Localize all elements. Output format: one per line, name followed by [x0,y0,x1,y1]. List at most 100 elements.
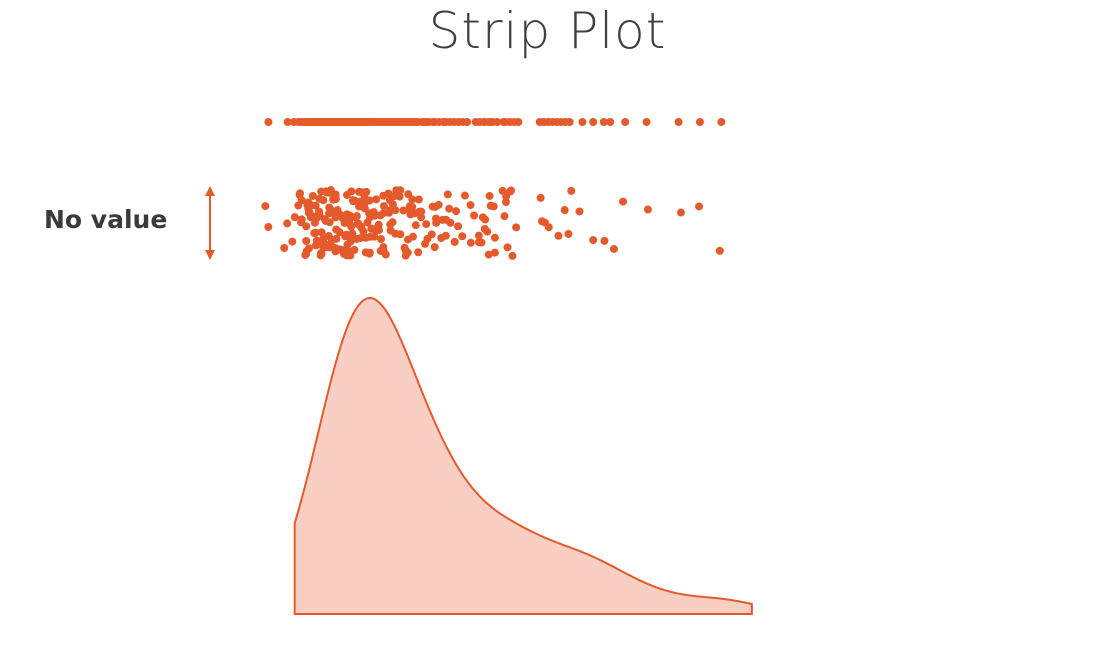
jitter-point [600,236,609,245]
jitter-point [609,244,618,253]
strip-row [264,118,726,126]
jitter-point [297,196,306,205]
jitter-point [474,231,483,240]
strip-point [283,118,292,126]
strip-point [606,118,615,126]
jitter-point [414,195,423,204]
arrow-head-up [205,186,215,196]
jitter-point [715,246,724,255]
jitter-point [326,205,335,214]
jitter-point [297,215,306,224]
jitter-point [379,209,388,218]
jitter-point [408,195,417,204]
jitter-point [489,202,498,211]
jitter-point [695,202,704,211]
strip-point [493,118,501,126]
jitter-point [554,231,563,240]
jitter-point [288,237,297,246]
jitter-point [483,227,492,236]
jitter-point [423,234,432,243]
jittered-strip-row [261,186,724,260]
jitter-point [567,186,576,195]
jitter-point [432,218,441,227]
strip-point [599,118,608,126]
strip-point [264,118,273,126]
jitter-point [417,207,426,216]
jitter-point [503,243,512,252]
jitter-point [331,190,340,199]
jitter-point [384,189,393,198]
strip-point [578,118,587,126]
density-curve [293,296,753,615]
jitter-point [484,250,493,259]
jitter-point [367,224,376,233]
jitter-point [417,213,426,222]
jitter-point [575,207,584,216]
jitter-point [490,233,499,242]
jitter-point [490,248,499,257]
jitter-point [445,204,454,213]
strip-point [674,118,683,126]
jitter-point [396,186,405,195]
jitter-point [430,243,439,252]
jitter-point [261,202,270,211]
jitter-point [446,218,455,227]
jitter-point [346,251,355,260]
jitter-point [381,250,390,259]
jitter-point [391,206,400,215]
jitter-point [314,209,323,218]
jitter-point [325,218,334,227]
jitter-point [264,223,273,232]
strip-point [621,118,630,126]
jitter-point [411,221,420,230]
jitter-point [377,235,386,244]
jitter-point [341,232,350,241]
jitter-point [619,197,628,206]
jitter-point [296,189,305,198]
jitter-point [485,191,494,200]
jitter-point [443,190,452,199]
jitter-point [676,208,685,217]
jitter-point [308,191,317,200]
density-area [293,296,753,615]
jitter-point [305,244,314,253]
jitter-point [388,218,397,227]
jitter-point [374,220,383,229]
jitter-point [408,202,417,211]
jitter-point [332,234,341,243]
jitter-point [560,206,569,215]
strip-point [695,118,704,126]
page-title: Strip Plot [428,2,667,60]
jitter-point [403,248,412,257]
jitter-point [500,212,509,221]
jitter-point [437,234,446,243]
jitter-point [370,211,379,220]
jitter-point [311,201,320,210]
arrow-head-down [205,250,215,260]
strip-point [642,118,651,126]
jitter-point [302,237,311,246]
jitter-point [454,222,463,231]
jitter-point [477,238,486,247]
jitter-point [317,228,326,237]
jitter-point [366,232,375,241]
jitter-point [536,193,545,202]
strip-point [463,118,472,126]
jitter-point [332,225,341,234]
strip-point [565,118,574,126]
jitter-point [379,243,388,252]
jitter-point [347,187,356,196]
jitter-point [564,229,573,238]
jitter-point [408,232,417,241]
jitter-point [498,186,507,195]
jitter-point [460,191,469,200]
jitter-point [365,249,374,258]
jitter-point [466,238,475,247]
jitter-point [452,207,461,216]
jitter-point [512,223,521,232]
jitter-point [362,187,371,196]
jitter-point [481,215,490,224]
jitter-point [395,192,404,201]
jitter-point [302,222,311,231]
